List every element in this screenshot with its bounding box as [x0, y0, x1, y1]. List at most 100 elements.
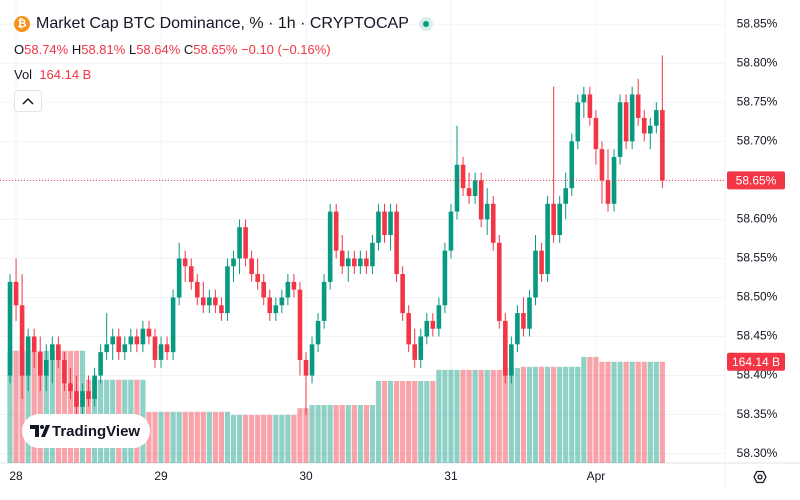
- candle-body: [617, 102, 623, 157]
- candle-body: [243, 227, 248, 259]
- candle-body: [279, 297, 285, 306]
- volume-bar: [279, 414, 285, 463]
- candle-body: [333, 211, 339, 251]
- candle-body: [219, 305, 224, 314]
- volume-bar: [448, 369, 454, 463]
- volume-bar: [218, 411, 225, 463]
- watermark-box: [22, 414, 150, 448]
- candle-body: [309, 344, 315, 376]
- volume-bar: [659, 361, 665, 463]
- candle-body: [418, 336, 424, 360]
- volume-bar: [13, 350, 19, 463]
- candle-body: [19, 305, 25, 376]
- y-tick-label: 58.75%: [737, 94, 778, 108]
- candle-body: [25, 336, 31, 376]
- title-row: ₿ Market Cap BTC Dominance, % · 1h · CRY…: [14, 12, 433, 36]
- y-tick-label: 58.60%: [737, 212, 778, 226]
- candle-body: [527, 297, 532, 329]
- last-price-box: [727, 171, 785, 190]
- volume-bar: [430, 380, 436, 463]
- volume-bar: [478, 369, 484, 463]
- candle-body: [593, 117, 599, 150]
- watermark: TradingView: [22, 414, 150, 448]
- candle-body: [660, 110, 665, 181]
- last-price-label: 58.65%: [736, 174, 777, 188]
- volume-bar: [653, 361, 659, 463]
- volume-bar: [49, 350, 55, 463]
- volume-bar: [37, 350, 43, 463]
- volume-bar: [412, 380, 418, 463]
- y-tick-label: 58.70%: [737, 133, 778, 147]
- volume-bar: [508, 368, 514, 463]
- settings-icon: [753, 470, 767, 484]
- candle-body: [635, 94, 641, 118]
- x-tick-label: Apr: [587, 469, 606, 483]
- settings-icon-center: [757, 474, 763, 480]
- volume-bar: [484, 369, 490, 463]
- candle-body: [388, 211, 393, 236]
- candle-body: [382, 211, 387, 236]
- market-status[interactable]: [418, 17, 433, 31]
- watermark-logo: [30, 425, 50, 437]
- volume-value: 164.14 B: [39, 67, 92, 82]
- candle-body: [563, 188, 569, 204]
- candle-body: [164, 344, 170, 353]
- candle-body: [436, 305, 442, 329]
- candle-body: [56, 344, 61, 360]
- volume-bar: [273, 414, 279, 463]
- volume-bar: [460, 369, 466, 463]
- candle-body: [37, 352, 43, 376]
- candle-body: [128, 336, 134, 345]
- volume-bar: [623, 361, 629, 463]
- low-label: L: [128, 42, 137, 57]
- chevron-icon: [22, 97, 34, 105]
- volume-bar: [297, 408, 303, 463]
- y-tick-label: 58.30%: [737, 446, 778, 460]
- candle-body: [412, 344, 418, 360]
- volume-bar: [599, 361, 605, 463]
- volume-bar: [357, 405, 363, 463]
- y-tick-label: 58.85%: [737, 16, 778, 30]
- volume-bar: [575, 366, 581, 463]
- candle-body: [122, 344, 128, 353]
- settings-button[interactable]: [753, 470, 767, 484]
- collapse-button[interactable]: [14, 90, 42, 112]
- candle-body: [321, 281, 327, 321]
- volume-bar: [587, 356, 593, 463]
- candle-body: [587, 94, 593, 118]
- volume-bar: [418, 380, 424, 463]
- volume-bar: [514, 368, 520, 463]
- volume-bar: [61, 350, 67, 463]
- candle-body: [194, 281, 200, 298]
- candle-body: [430, 320, 436, 329]
- volume-bar: [327, 405, 333, 463]
- candle-body: [345, 258, 351, 267]
- candle-body: [406, 313, 411, 345]
- ohlc-row: O58.74% H58.81% L58.64% C58.65% −0.10 (−…: [14, 42, 433, 57]
- volume-bar: [67, 350, 74, 463]
- volume-bar: [393, 380, 400, 463]
- candle-body: [400, 274, 405, 314]
- candle-body: [484, 203, 490, 220]
- volume-bar: [43, 350, 49, 463]
- legend-header: ₿ Market Cap BTC Dominance, % · 1h · CRY…: [14, 12, 433, 112]
- volume-bar: [333, 405, 339, 463]
- candle-body: [231, 258, 236, 267]
- volume-bar: [369, 405, 376, 463]
- close-label: C: [183, 42, 194, 57]
- y-tick-label: 58.35%: [737, 407, 778, 421]
- candle-body: [225, 266, 230, 314]
- volume-bar: [339, 405, 345, 463]
- volume-bar: [230, 414, 237, 463]
- volume-bar: [25, 350, 31, 463]
- candle-body: [43, 359, 49, 376]
- candle-body: [394, 211, 399, 275]
- x-tick-label: 31: [444, 469, 458, 483]
- volume-bar: [303, 408, 309, 463]
- watermark-logo-dot: [40, 425, 44, 429]
- candle-body: [575, 102, 581, 142]
- candle-body: [255, 274, 260, 282]
- candle-body: [273, 305, 279, 314]
- volume-bar: [436, 369, 442, 463]
